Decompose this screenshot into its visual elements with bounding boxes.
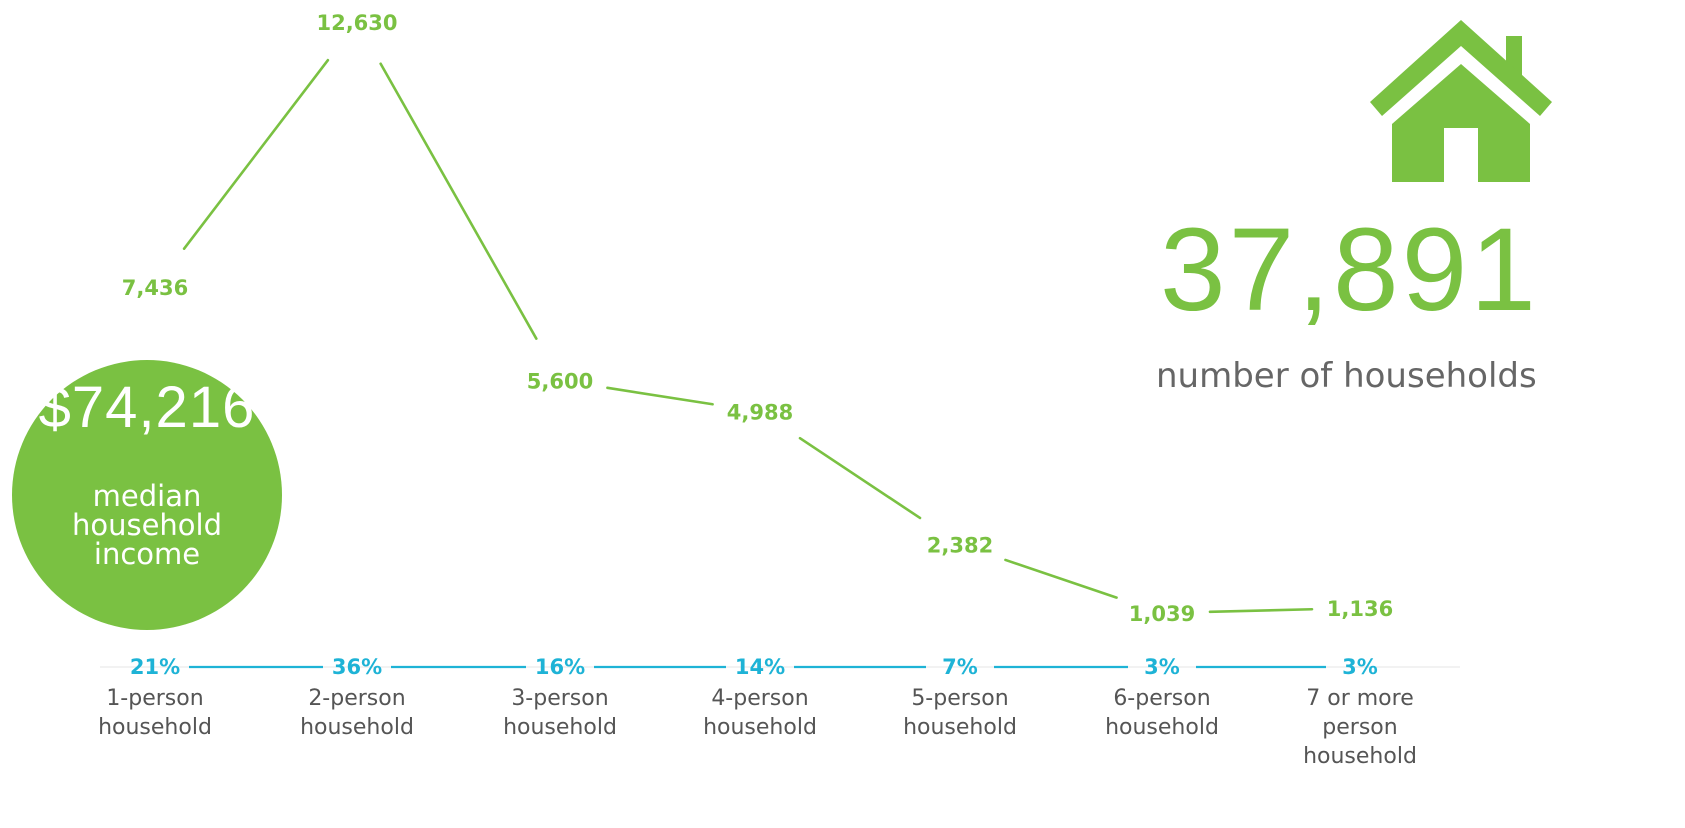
households-value: 37,891 bbox=[1160, 204, 1539, 336]
percent-labels: 21% 36% 16% 14% 7% 3% 3% bbox=[130, 655, 1378, 679]
percent-label: 14% bbox=[735, 655, 785, 679]
category-label: 5-person household bbox=[903, 686, 1017, 740]
percent-label: 16% bbox=[535, 655, 585, 679]
data-point-label: 4,988 bbox=[727, 401, 793, 425]
category-label: 3-person household bbox=[503, 686, 617, 740]
line-segment bbox=[1208, 607, 1314, 614]
house-icon bbox=[1370, 20, 1552, 182]
category-label: 6-person household bbox=[1105, 686, 1219, 740]
line-segment bbox=[606, 386, 714, 406]
value-labels: 7,436 12,630 5,600 4,988 2,382 1,039 1,136 bbox=[122, 11, 1393, 626]
line-segment bbox=[798, 436, 922, 520]
percent-label: 21% bbox=[130, 655, 180, 679]
category-labels: 1-person household 2-person household 3-pers… bbox=[98, 686, 1417, 769]
data-point-label: 2,382 bbox=[927, 534, 993, 558]
median-income-label: median household income bbox=[71, 479, 223, 571]
line-segment bbox=[1004, 558, 1118, 599]
percent-label: 3% bbox=[1342, 655, 1378, 679]
category-label: 1-person household bbox=[98, 686, 212, 740]
median-income-badge: $74,216 median household income bbox=[12, 360, 282, 630]
category-label: 7 or more person household bbox=[1303, 686, 1417, 769]
median-income-value: $74,216 bbox=[38, 375, 256, 440]
percent-label: 7% bbox=[942, 655, 978, 679]
percent-label: 36% bbox=[332, 655, 382, 679]
category-label: 4-person household bbox=[703, 686, 817, 740]
line-segment bbox=[182, 58, 330, 250]
percent-label: 3% bbox=[1144, 655, 1180, 679]
data-point-label: 1,136 bbox=[1327, 597, 1393, 621]
household-count-line bbox=[182, 58, 1314, 614]
data-point-label: 7,436 bbox=[122, 276, 188, 300]
data-point-label: 5,600 bbox=[527, 369, 593, 393]
category-label: 2-person household bbox=[300, 686, 414, 740]
households-label: number of households bbox=[1156, 356, 1537, 396]
data-point-label: 12,630 bbox=[316, 11, 397, 35]
data-point-label: 1,039 bbox=[1129, 602, 1195, 626]
line-segment bbox=[379, 62, 538, 340]
